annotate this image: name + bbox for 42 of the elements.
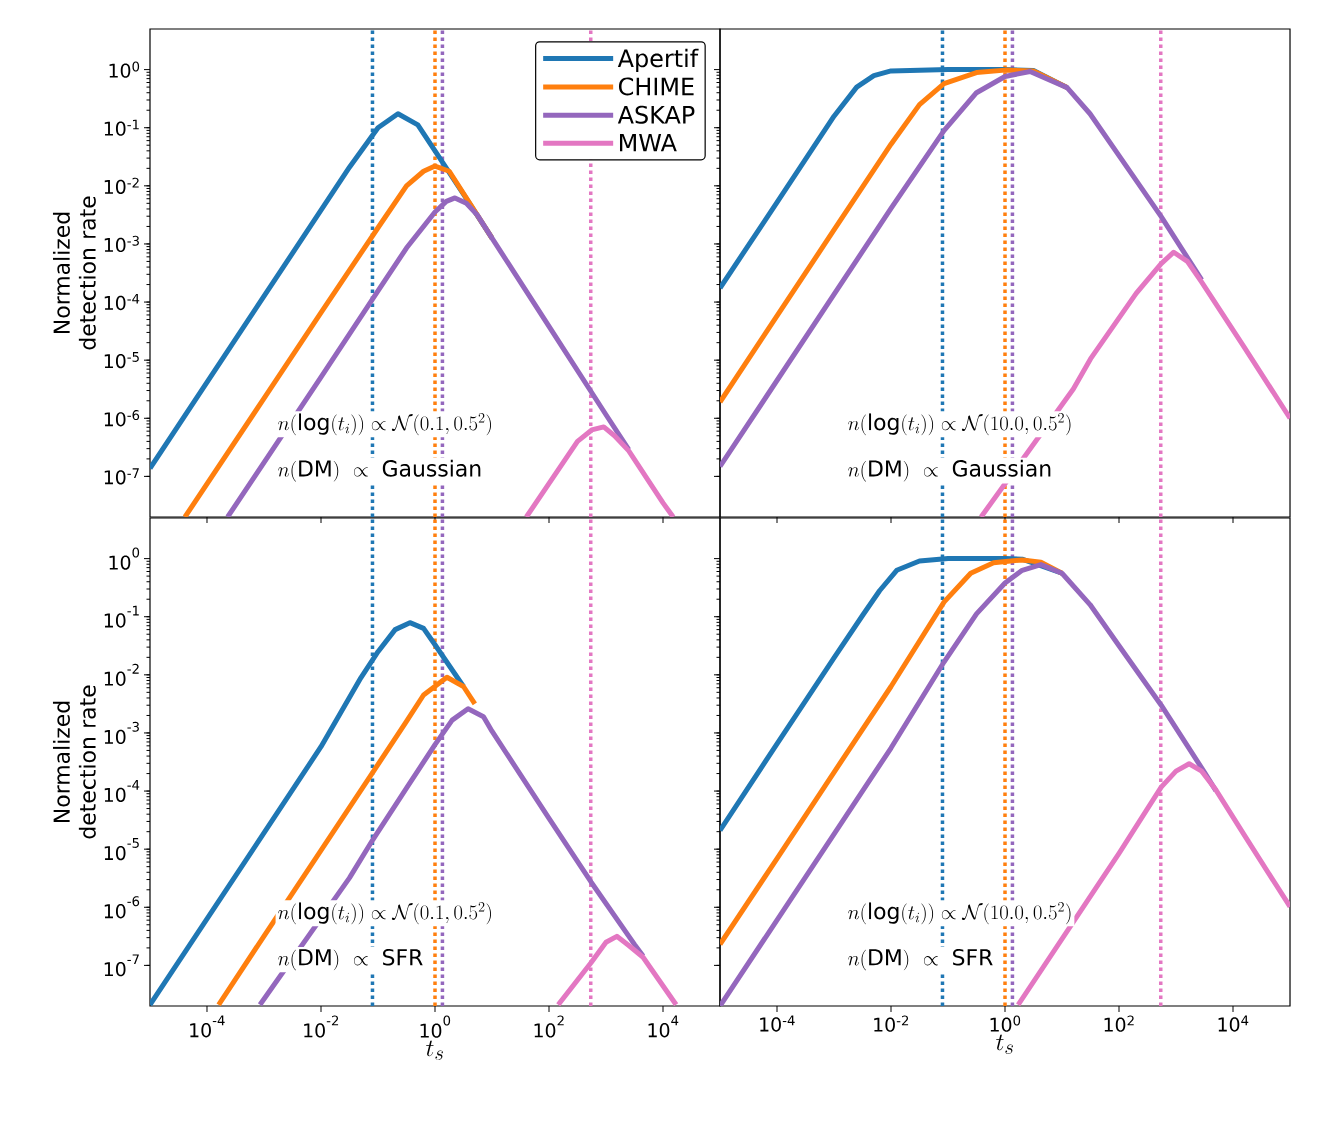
x-tick-label: 10$^{2}$ [1104, 1015, 1134, 1032]
y-axis-title: Normalized detection rate [52, 196, 96, 350]
x-tick-label: 10$^{-2}$ [874, 1015, 909, 1032]
annotation: $n(\mathrm{DM})\ \propto\ \mathrm{Gaussian}$ [848, 459, 1051, 482]
annotation: $n(\log(t_i)) \propto \mathcal{N}(10.0, 0.5^2)$ [848, 902, 1071, 925]
y-tick-label: 10-1 [104, 605, 139, 628]
y-tick-label: 10$^{-4}$ [104, 293, 140, 311]
legend-label: ASKAP [617, 105, 695, 124]
y-tick-label: 10$^{-3}$ [104, 235, 139, 253]
legend-label: CHIME [619, 77, 694, 96]
x-tick-label: 10$^{4}$ [1218, 1015, 1249, 1032]
x-tick-label: 10$^{-4}$ [760, 1015, 795, 1032]
annotation: $n(\mathrm{DM})\ \propto\ \mathrm{SFR}$ [848, 948, 993, 971]
y-tick-label: 100 [109, 547, 140, 570]
y-tick-label: 10-7 [104, 954, 139, 977]
x-tick-label: 102 [534, 1015, 564, 1038]
annotation: $n(\log(t_i)) \propto \mathcal{N}(10.0, 0.5^2)$ [848, 413, 1071, 436]
y-axis-title: Normalized detection rate [52, 685, 96, 839]
y-tick-label: 10$^{-7}$ [104, 468, 139, 485]
x-axis-title: $t_s$ [996, 1034, 1013, 1054]
x-tick-label: 10-2 [304, 1015, 339, 1038]
annotation: $n(\mathrm{DM})\ \propto\ \mathrm{Gaussian}$ [278, 459, 481, 482]
annotation: $n(\log(t_i)) \propto \mathcal{N}(0.1, 0.5^2)$ [278, 902, 491, 925]
y-tick-label: 10-2 [104, 663, 139, 686]
y-tick-label: 10$^{0}$ [109, 61, 140, 78]
y-tick-label: 10-4 [104, 780, 140, 803]
y-tick-label: 10$^{-2}$ [104, 177, 139, 194]
legend-label: Apertif [617, 48, 699, 72]
x-axis-title: $t_s$ [426, 1040, 443, 1060]
annotation: $n(\mathrm{DM})\ \propto\ \mathrm{SFR}$ [278, 948, 423, 971]
y-tick-label: 10-6 [104, 896, 140, 919]
legend-label: MWA [620, 133, 677, 152]
y-tick-label: 10$^{-1}$ [104, 119, 139, 136]
y-tick-label: 10$^{-5}$ [104, 352, 139, 369]
y-tick-label: 10$^{-6}$ [104, 410, 140, 427]
x-tick-label: 100 [420, 1015, 451, 1038]
y-tick-label: 10-3 [104, 721, 139, 745]
x-tick-label: 104 [648, 1015, 679, 1038]
annotation: $n(\log(t_i)) \propto \mathcal{N}(0.1, 0.5^2)$ [278, 413, 491, 436]
x-tick-label: 10$^{0}$ [990, 1015, 1021, 1032]
x-tick-label: 10-4 [190, 1015, 225, 1038]
y-tick-label: 10-5 [104, 838, 139, 861]
